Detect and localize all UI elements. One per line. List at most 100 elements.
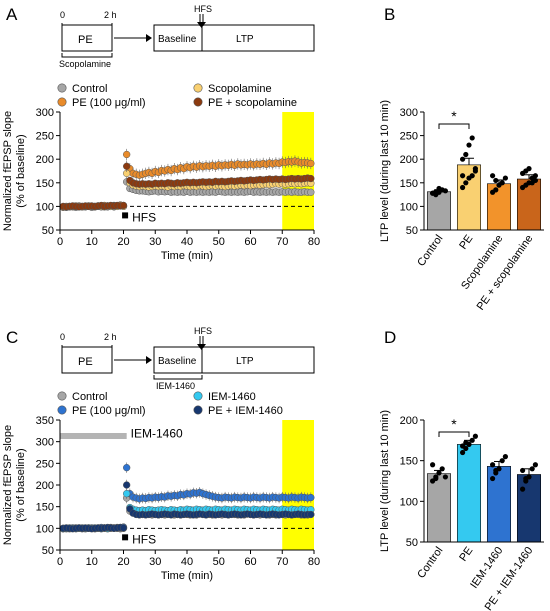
x-tick-label: 20 — [117, 556, 129, 568]
pe-box-label: PE — [78, 356, 93, 368]
individual-point — [466, 142, 472, 148]
individual-point — [469, 173, 475, 179]
drug-bracket-label: Scopolamine — [59, 59, 111, 69]
individual-point — [433, 189, 439, 195]
legend-label: IEM-1460 — [208, 391, 256, 403]
pe-box — [61, 346, 113, 374]
individual-point — [469, 135, 475, 141]
legend-marker — [193, 97, 203, 107]
x-tick-label: 50 — [213, 556, 225, 568]
legend-c: Control PE (100 μg/ml) IEM-1460 PE + IEM-14… — [57, 391, 283, 417]
individual-point — [490, 173, 496, 179]
x-tick-label: 40 — [181, 556, 193, 568]
y-tick-label: 300 — [400, 107, 418, 119]
individual-point — [490, 475, 496, 482]
panel-letter-a: A — [6, 5, 18, 24]
legend-marker — [193, 391, 203, 401]
bar — [426, 473, 451, 543]
category-label: Control — [415, 545, 445, 581]
x-tick-label: 80 — [308, 556, 320, 568]
individual-point — [472, 433, 478, 439]
y-tick-label: 100 — [400, 496, 418, 508]
ltp-label: LTP — [236, 34, 254, 45]
x-tick-label: 70 — [276, 236, 288, 248]
y-tick-label: 250 — [36, 458, 54, 470]
drug-bracket — [61, 53, 113, 58]
bar — [456, 444, 481, 543]
time-zero-label: 0 — [60, 10, 65, 20]
data-point — [307, 493, 315, 502]
individual-point — [460, 443, 466, 449]
individual-point — [499, 458, 505, 464]
x-tick-label: 60 — [244, 236, 256, 248]
bar — [516, 474, 541, 543]
data-point — [123, 150, 131, 159]
data-point — [119, 201, 128, 210]
panel-letter-b: B — [384, 5, 395, 24]
data-point — [307, 174, 315, 183]
individual-point — [460, 173, 466, 179]
individual-point — [532, 462, 539, 468]
data-point — [123, 464, 131, 472]
individual-point — [460, 184, 466, 191]
x-tick-label: 30 — [149, 236, 161, 248]
y-tick-label: 200 — [36, 480, 54, 492]
hfs-marker — [122, 212, 129, 219]
individual-point — [460, 449, 466, 456]
panel-letter-c: C — [6, 328, 18, 347]
legend-marker — [57, 391, 67, 401]
protocol-box — [153, 346, 315, 374]
individual-point — [490, 462, 496, 468]
data-point — [307, 159, 315, 168]
y-tick-label: 50 — [406, 225, 418, 237]
drug-bar-label: IEM-1460 — [131, 426, 183, 440]
significance-star: * — [451, 416, 457, 432]
hfs-marker-label: HFS — [132, 210, 156, 224]
x-tick-label: 10 — [86, 236, 98, 248]
y-tick-label: 300 — [36, 107, 54, 119]
individual-point — [469, 437, 475, 443]
individual-point — [532, 173, 539, 179]
x-tick-label: 0 — [57, 236, 63, 248]
highlight-region — [282, 112, 314, 230]
baseline-label: Baseline — [158, 356, 197, 367]
individual-point — [442, 188, 448, 194]
hfs-label: HFS — [194, 4, 212, 14]
y-tick-label: 200 — [400, 415, 418, 427]
legend-label: PE + scopolamine — [208, 97, 297, 109]
panel-c: C 0 2 h PE Baseline LTP HFS IEM-1460 Control PE… — [2, 326, 320, 582]
individual-point — [532, 177, 539, 184]
drug-bracket — [153, 375, 203, 380]
y-axis-label: LTP level (during last 10 min) — [379, 410, 391, 552]
individual-point — [529, 466, 535, 472]
drug-bracket-label: IEM-1460 — [156, 381, 195, 391]
y-tick-label: 250 — [36, 131, 54, 143]
category-label: PE — [457, 545, 475, 564]
schematic-c: 0 2 h PE Baseline LTP HFS IEM-1460 — [60, 326, 315, 391]
legend-label: Scopolamine — [208, 83, 272, 95]
individual-point — [436, 470, 442, 476]
legend-label: PE (100 μg/ml) — [72, 405, 146, 417]
individual-point — [430, 462, 436, 468]
y-tick-label: 150 — [36, 502, 54, 514]
individual-point — [523, 475, 529, 482]
individual-point — [520, 486, 526, 492]
hfs-marker-label: HFS — [132, 532, 156, 546]
individual-point — [493, 177, 499, 184]
y-tick-label: 200 — [400, 154, 418, 166]
y-axis-label: Normalized fEPSP slope(% of baseline) — [2, 111, 27, 231]
x-tick-label: 50 — [213, 236, 225, 248]
y-tick-label: 100 — [36, 201, 54, 213]
y-tick-label: 200 — [36, 154, 54, 166]
legend-label: Control — [72, 391, 107, 403]
hfs-arrow-head — [197, 22, 206, 28]
significance-star: * — [451, 108, 457, 124]
legend-marker — [193, 83, 203, 93]
y-tick-label: 50 — [42, 225, 54, 237]
panel-letter-d: D — [384, 328, 396, 347]
individual-point — [463, 440, 469, 446]
panel-a: A 0 2 h PE Baseline LTP HFS Scopolamine Contro… — [2, 4, 320, 262]
y-tick-label: 150 — [36, 178, 54, 190]
